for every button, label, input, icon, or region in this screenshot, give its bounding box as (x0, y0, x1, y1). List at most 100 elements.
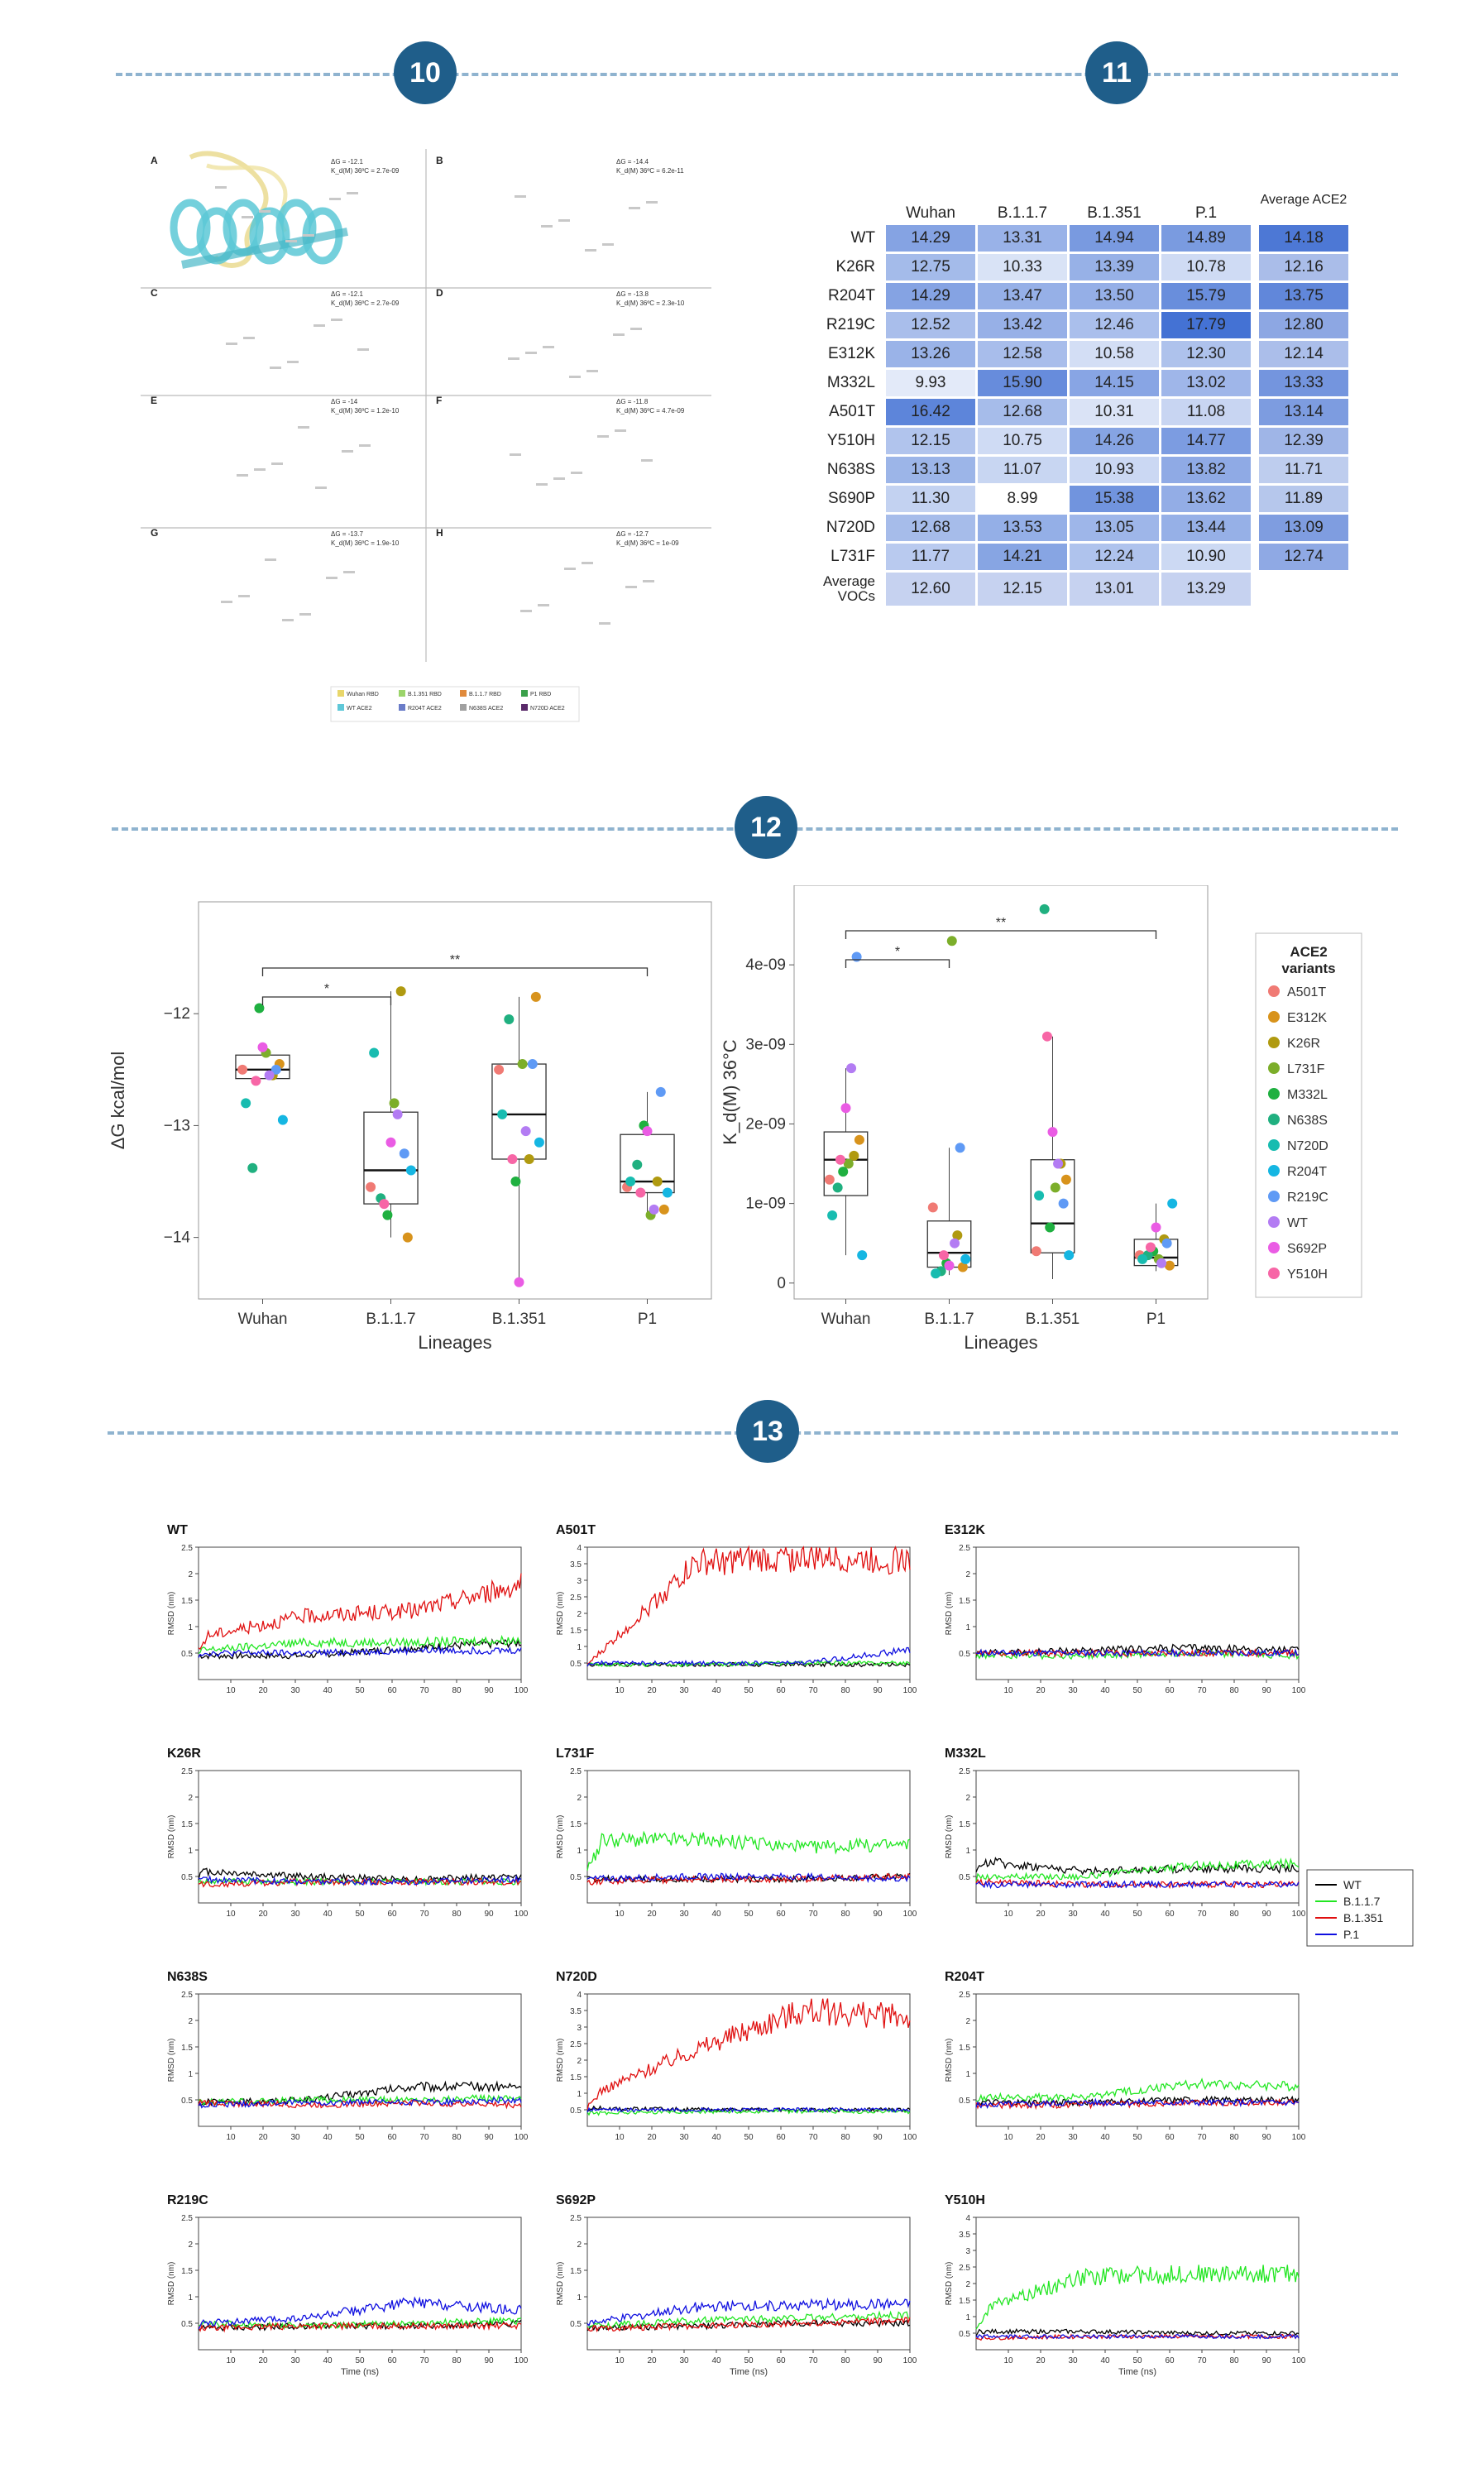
y-axis-label: K_d(M) 36°C (720, 1039, 740, 1145)
data-point (405, 1165, 416, 1176)
residue-label-mark (520, 610, 532, 612)
significance-label: * (324, 982, 329, 996)
residue-label-mark (215, 186, 227, 189)
residue-label-mark (643, 580, 654, 582)
residue-label-mark (298, 426, 309, 429)
heatmap-cell: 10.33 (978, 254, 1067, 280)
heatmap-cell: 13.42 (978, 312, 1067, 338)
y-axis-label: RMSD (nm) (556, 2039, 565, 2082)
heatmap-row-average: 12.14 (1259, 341, 1348, 367)
x-tick-label: P1 (1147, 1311, 1166, 1328)
ace2-helix (181, 228, 348, 269)
x-tick-label: 90 (1261, 2133, 1271, 2142)
x-axis-label: Time (ns) (730, 2367, 768, 2377)
residue-label-mark (314, 324, 325, 327)
data-point (843, 1158, 854, 1169)
panel-dg-label: ΔG = -13.8 (616, 290, 649, 298)
data-point (1034, 1191, 1045, 1201)
data-point (1164, 1260, 1175, 1271)
data-point (517, 1059, 528, 1070)
ace2-helix (170, 199, 211, 256)
heatmap-cell: 17.79 (1161, 312, 1251, 338)
y-tick-label: 4 (965, 2214, 970, 2223)
legend-swatch (1268, 1114, 1280, 1125)
y-axis-label: RMSD (nm) (167, 1815, 176, 1859)
rmsd-series-line (198, 2296, 522, 2330)
legend-swatch (337, 704, 344, 711)
panel-title: S692P (556, 2193, 596, 2207)
plot-area (586, 1546, 911, 1680)
heatmap-cell: 14.89 (1161, 225, 1251, 252)
legend-label: R219C (1287, 1191, 1328, 1205)
y-tick-label: 0.5 (959, 2330, 970, 2339)
residue-label-mark (285, 240, 297, 242)
x-tick-label: 90 (1261, 1910, 1271, 1919)
rmsd-series-line (975, 2265, 1300, 2330)
data-point (658, 1204, 669, 1215)
heatmap-cell: 12.52 (886, 312, 975, 338)
legend-swatch (1268, 1165, 1280, 1177)
rmsd-series-line (198, 2319, 522, 2332)
panel-kd-label: K_d(M) 36ºC = 2.3e-10 (616, 300, 685, 307)
x-tick-label: 30 (290, 1910, 300, 1919)
x-tick-label: 20 (647, 1910, 657, 1919)
x-tick-label: 50 (355, 2356, 365, 2365)
data-point (832, 1182, 843, 1193)
y-tick-label: 2 (577, 1794, 582, 1803)
y-tick-label: −14 (164, 1229, 191, 1247)
y-tick-label: 2 (188, 1570, 193, 1579)
x-tick-label: 50 (1132, 1686, 1142, 1695)
rmsd-panel: R204T 0.5 1 1.5 2 2.5 10 20 30 40 50 60 70 80 90 100 RMS… (945, 1970, 1306, 2142)
heatmap-gap (1253, 283, 1257, 309)
residue-label-mark (625, 586, 637, 588)
x-tick-label: 40 (1100, 2356, 1110, 2365)
panel-kd-label: K_d(M) 36ºC = 1.9e-10 (331, 539, 400, 547)
x-tick-label: 40 (1100, 1686, 1110, 1695)
residue-label-mark (543, 346, 554, 348)
residue-label-mark (254, 468, 266, 471)
data-point (1167, 1198, 1178, 1209)
y-tick-label: 1 (577, 1643, 582, 1652)
y-tick-label: 1 (188, 2293, 193, 2303)
residue-label-mark (347, 192, 358, 194)
heatmap-cell: 14.15 (1070, 370, 1159, 396)
box-iqr (363, 1111, 419, 1205)
panel-dg-label: ΔG = -13.7 (331, 530, 363, 538)
y-tick-label: −13 (164, 1117, 190, 1134)
x-tick-label: 30 (1068, 1910, 1078, 1919)
heatmap-column-average: 12.60 (886, 573, 975, 606)
x-tick-label: 70 (808, 2133, 818, 2142)
x-tick-label: 70 (808, 1686, 818, 1695)
rmsd-panel: L731F 0.5 1 1.5 2 2.5 10 20 30 40 50 60 70 80 90 100 RMS… (556, 1747, 917, 1919)
panel-letter: A (151, 155, 158, 166)
heatmap-row-label: E312K (827, 345, 875, 362)
heatmap-gap (1253, 428, 1257, 454)
panel-letter: G (151, 527, 158, 539)
y-axis-label: RMSD (nm) (167, 2039, 176, 2082)
x-tick-label: 90 (484, 1686, 494, 1695)
y-tick-label: 0.5 (570, 1873, 582, 1882)
rmsd-series-line (586, 1830, 911, 1871)
rmsd-line-charts: WT 0.5 1 1.5 2 2.5 10 20 30 40 50 60 70 80 90 100 RMSD (… (167, 1523, 1414, 2377)
x-tick-label: 50 (744, 1910, 754, 1919)
heatmap-corner (801, 176, 883, 223)
data-point (530, 991, 541, 1002)
legend-label: M332L (1287, 1088, 1328, 1102)
data-point (851, 951, 862, 962)
data-point (257, 1042, 268, 1052)
data-point (399, 1148, 409, 1159)
rmsd-series-line (975, 1648, 1300, 1658)
data-point (527, 1059, 538, 1070)
data-point (524, 1153, 534, 1164)
heatmap-cell: 13.02 (1161, 370, 1251, 396)
panel-title: A501T (556, 1523, 596, 1537)
legend-swatch (1268, 1037, 1280, 1048)
y-tick-label: 1.5 (181, 1820, 193, 1829)
x-tick-label: 90 (873, 1910, 883, 1919)
residue-label-mark (238, 595, 250, 597)
data-point (955, 1143, 965, 1153)
x-axis-label: Time (ns) (1118, 2367, 1156, 2377)
y-tick-label: 1.5 (570, 1820, 582, 1829)
data-point (827, 1210, 838, 1221)
legend-label: N638S (1287, 1114, 1328, 1128)
